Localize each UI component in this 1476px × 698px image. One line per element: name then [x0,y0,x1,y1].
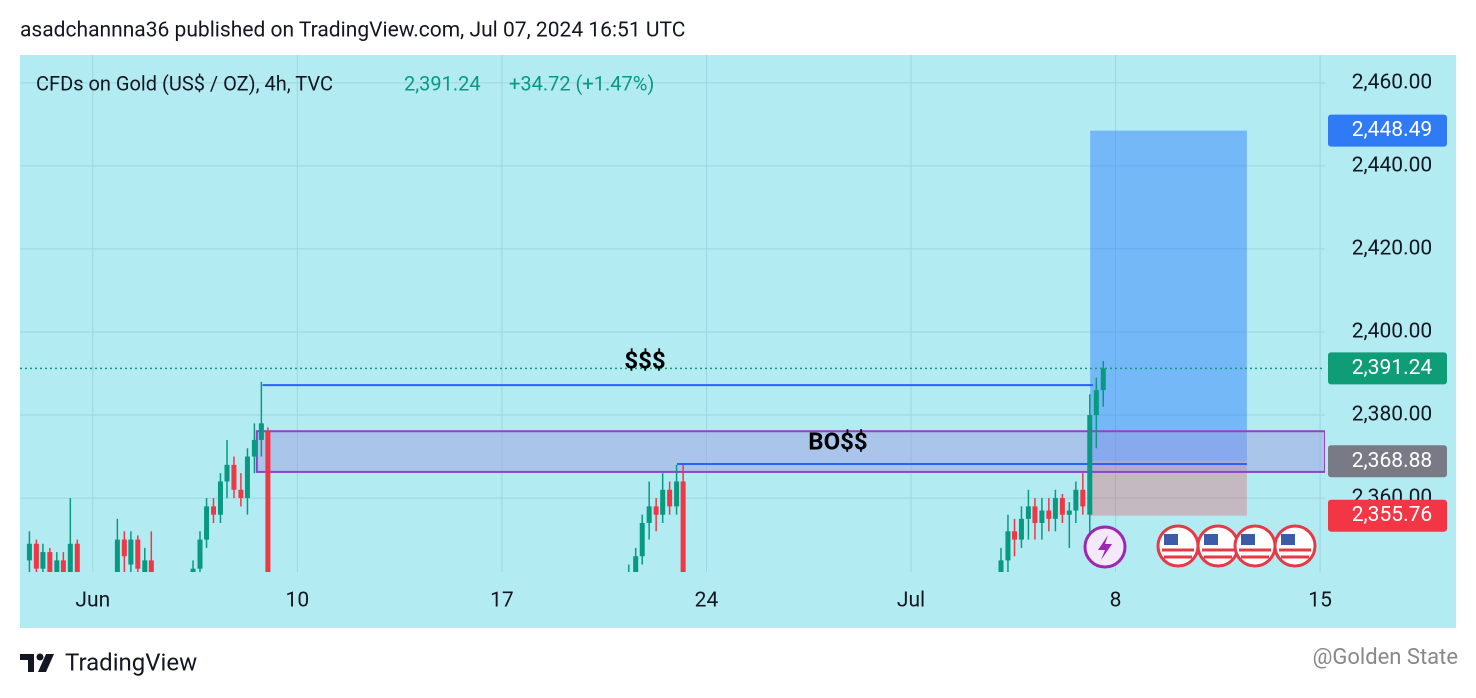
legend-change: +34.72 (+1.47%) [509,71,654,95]
candle-body [674,481,680,507]
x-tick-label: 8 [1110,589,1122,613]
candle-body [251,439,257,457]
x-tick-label: 15 [1308,589,1332,613]
candle-body [1100,368,1106,391]
candle-body [135,539,141,569]
annotation: $$$ [624,346,665,374]
candle-body [1012,531,1017,540]
candle-body [204,506,210,540]
candle-body [1080,489,1086,507]
candle-body [680,481,686,572]
x-tick-label: 17 [490,589,514,613]
candle-body [47,552,53,572]
x-tick-label: 24 [695,589,719,613]
candle-body [1087,415,1093,515]
price-label: 2,448.49 [1352,118,1432,142]
price-label-box [1328,352,1447,385]
candle-body [258,423,264,440]
flag-icons [1156,524,1317,568]
candle-body [148,560,154,572]
axis: 2,360.002,380.002,400.002,420.002,440.00… [75,70,1447,613]
candle-body [667,489,673,507]
y-tick-label: 2,400.00 [1352,320,1432,344]
candle-body [998,560,1004,572]
candle-body [660,489,666,515]
x-tick-label: Jun [75,589,110,613]
candle-body [1032,506,1038,523]
candle-body [244,456,250,499]
candle-body [26,543,32,561]
y-tick-label: 2,380.00 [1352,403,1432,427]
candle-body [1073,489,1079,511]
watermark: @Golden State [1313,645,1458,670]
price-label: 2,368.88 [1352,449,1432,473]
y-tick-label: 2,440.00 [1352,153,1432,177]
candle-body [67,543,73,572]
event-icons [1083,524,1317,569]
candle-body [653,506,659,515]
candle-body [74,543,80,572]
lightning-symbol [1098,535,1112,560]
candle-body [1046,510,1052,519]
candle-body [639,522,645,557]
candle-body [265,431,271,572]
header: asadchannna36 published on TradingView.c… [20,19,685,43]
candle-body [54,560,60,572]
grid [20,55,1325,572]
target-zone [1090,130,1247,462]
candle-body [217,481,223,515]
price-label: 2,391.24 [1352,356,1433,380]
y-tick-label: 2,460.00 [1352,70,1432,94]
candle-body [1066,510,1072,515]
brand: TradingView [65,648,197,676]
price-label-box [1328,445,1447,478]
candle-body [1052,498,1058,519]
candle-body [1039,510,1045,523]
candle-body [1005,531,1011,561]
candle-body [197,539,203,569]
price-label: 2,355.76 [1352,503,1432,527]
candle-body [114,539,120,572]
candle-body [121,539,127,557]
x-tick-label: 10 [286,589,310,613]
candle-body [224,464,230,482]
candle-body [40,552,46,569]
candle-body [633,556,639,572]
candle-body [128,539,134,565]
price-label-box [1328,499,1447,532]
candle-body [238,489,244,499]
y-tick-label: 2,420.00 [1352,236,1432,260]
candle-body [142,560,148,572]
legend-last-price: 2,391.24 [404,71,481,95]
candle-body [646,506,652,523]
plot-area [20,130,1325,572]
candle-body [1059,498,1065,515]
candle-body [190,568,196,572]
supply-zone [255,430,1325,473]
candle-body [211,506,216,515]
candle-body [33,543,39,569]
candle-body [1093,390,1099,416]
candle-body [60,560,66,572]
annotation: BO$$ [808,427,867,455]
candle-body [1018,518,1024,540]
stop-zone [1090,461,1247,516]
tradingview-logo [20,653,54,672]
candle-body [231,464,237,490]
x-tick-label: Jul [897,589,925,613]
symbol-title: CFDs on Gold (US$ / OZ), 4h, TVC [36,71,333,95]
candle-body [1025,506,1031,519]
price-label-box [1328,114,1447,147]
